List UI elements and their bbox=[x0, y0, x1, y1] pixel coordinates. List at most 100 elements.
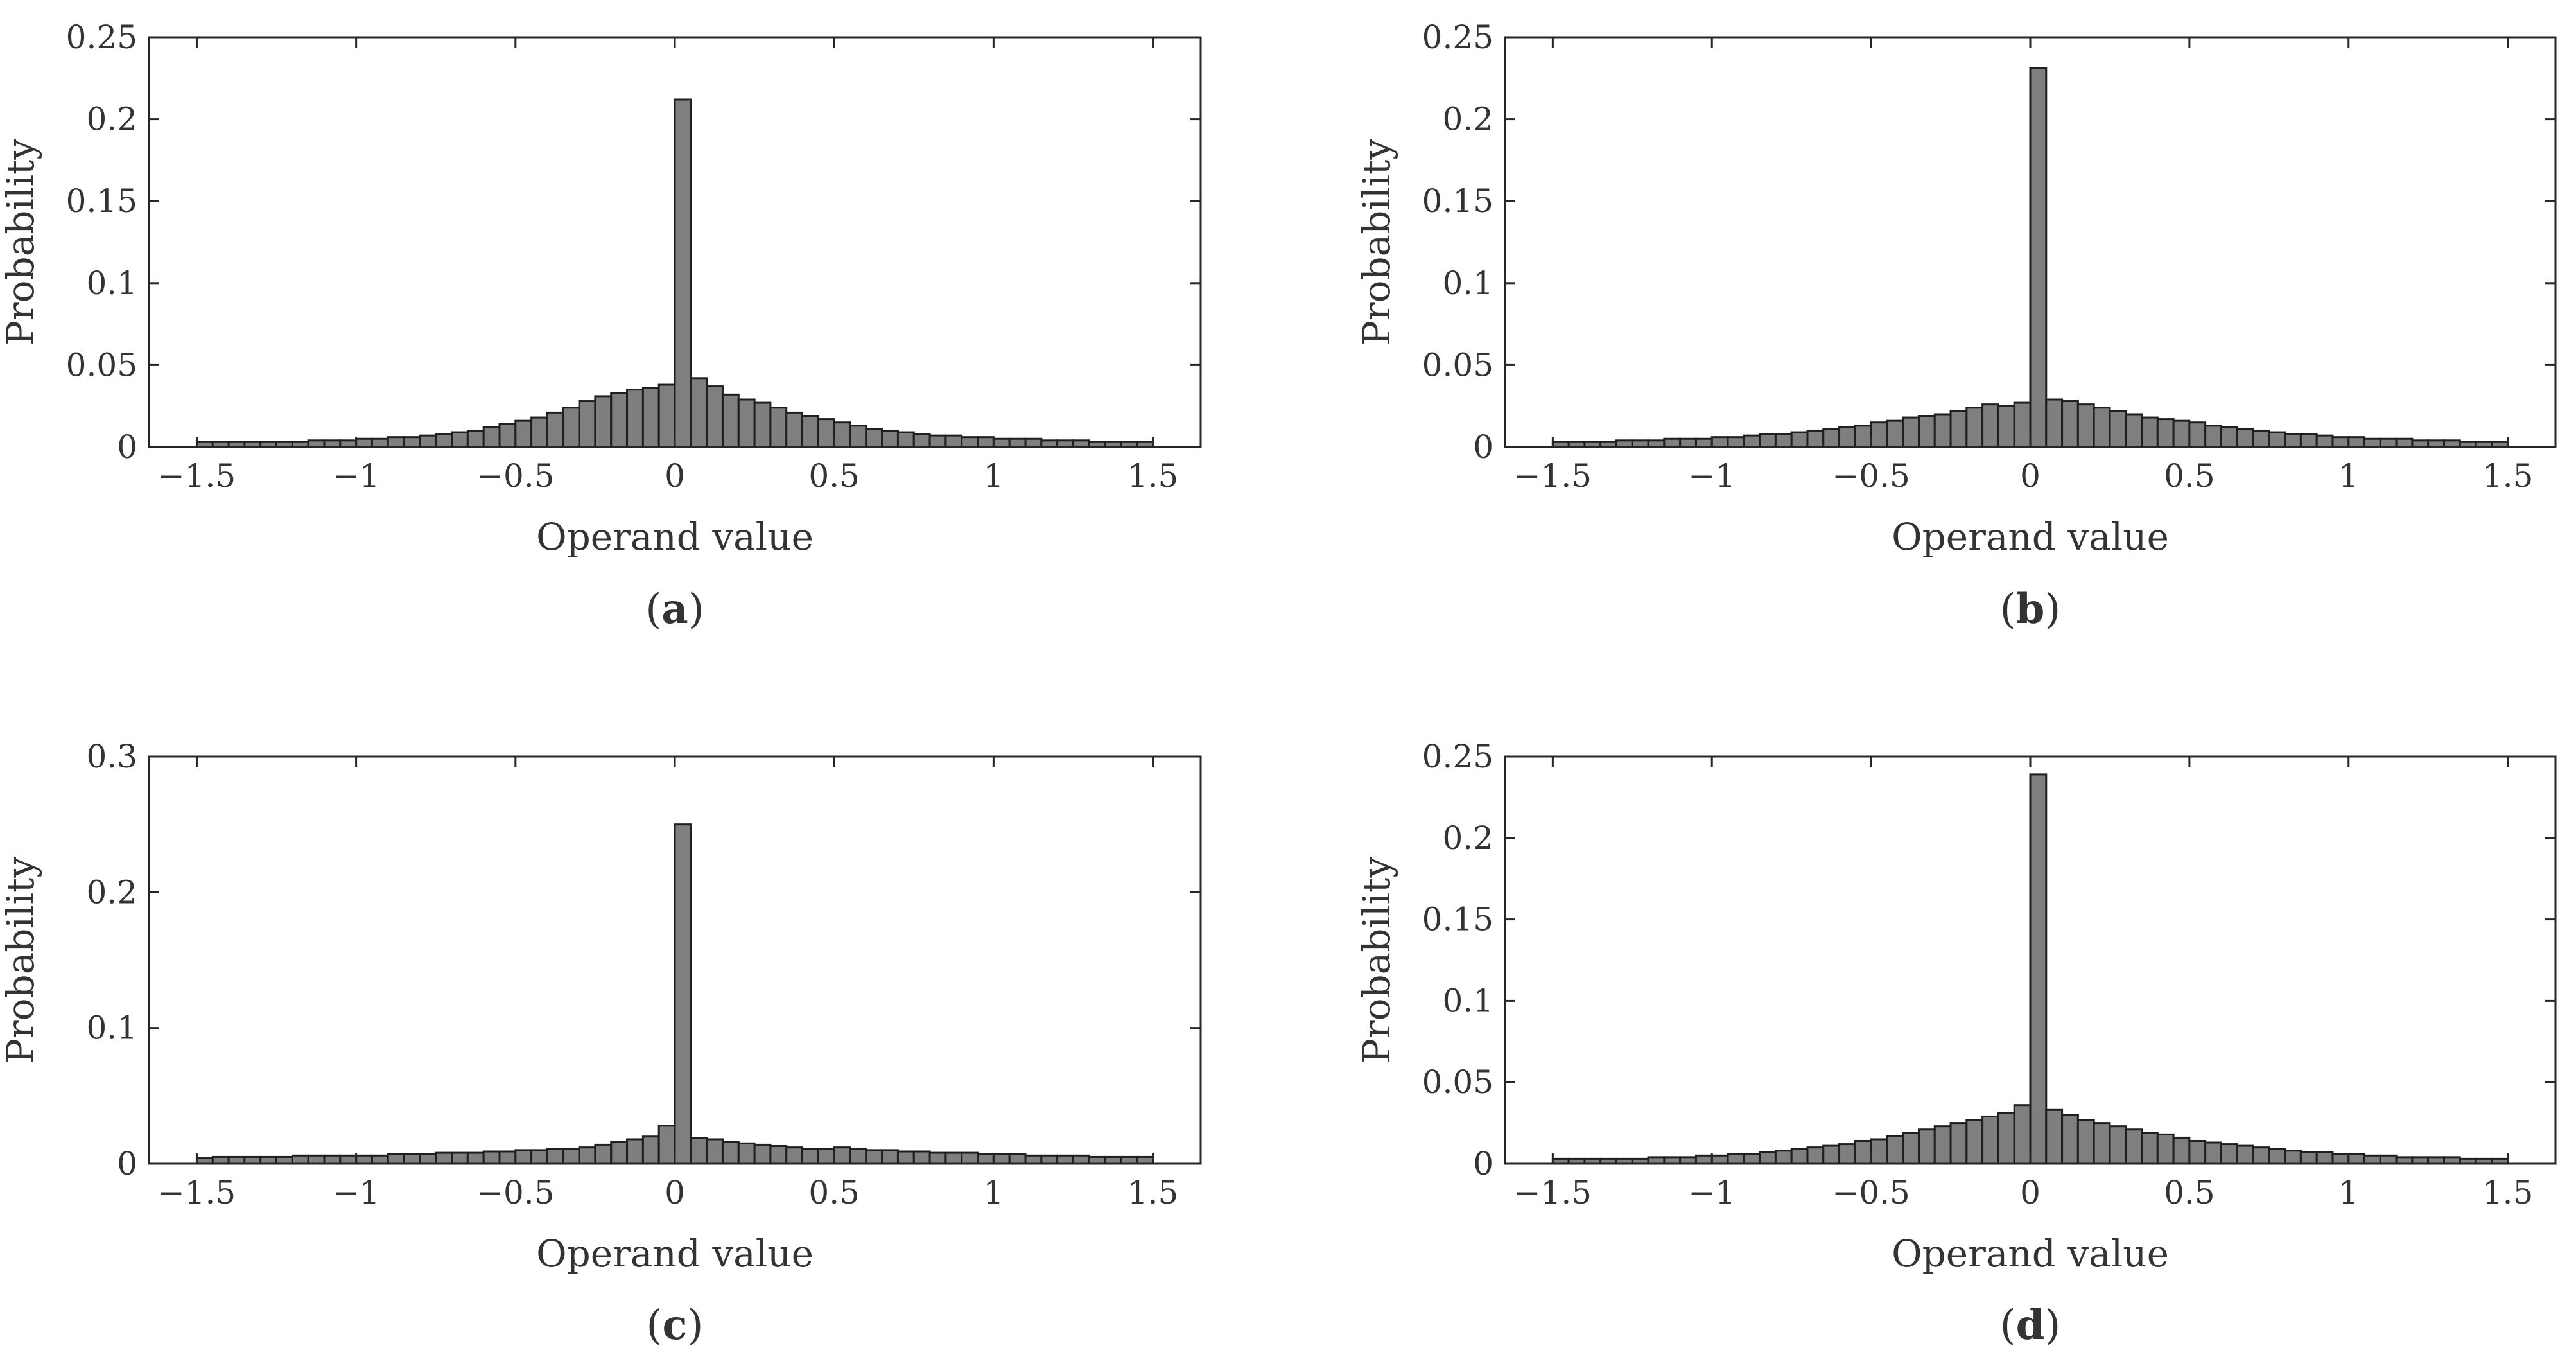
histogram-bar bbox=[530, 1149, 548, 1165]
histogram-bar bbox=[1854, 1139, 1872, 1165]
histogram-bar bbox=[1104, 1155, 1122, 1165]
histogram-bar bbox=[2442, 439, 2461, 448]
x-tick-label: 0.5 bbox=[808, 1174, 860, 1211]
histogram-bar bbox=[2156, 418, 2175, 448]
histogram-bar bbox=[1694, 437, 1713, 448]
histogram-bar bbox=[562, 407, 580, 448]
histogram-bar bbox=[657, 1125, 676, 1165]
y-tick-label: 0.15 bbox=[66, 182, 137, 220]
x-axis-label: Operand value bbox=[536, 515, 814, 559]
histogram-bar bbox=[370, 1154, 389, 1165]
histogram-bar bbox=[737, 398, 756, 448]
chart-panel-d: −1.5 −1 −0.5 0 0.5 1 1.5 0 0.05 0.1 0.15 0.2 0.25 Ope… bbox=[1355, 738, 2557, 1349]
histogram-bar bbox=[2284, 1150, 2302, 1165]
histogram-bar bbox=[1981, 1115, 1999, 1165]
histogram-bar bbox=[2029, 773, 2048, 1165]
histogram-bar bbox=[323, 439, 342, 448]
histogram-bar bbox=[2363, 437, 2381, 448]
histogram-bar bbox=[2379, 1154, 2398, 1165]
histogram-bar bbox=[451, 1151, 469, 1165]
histogram-bar bbox=[2141, 1132, 2159, 1165]
histogram-bar bbox=[881, 1149, 899, 1165]
histogram-bar bbox=[2236, 1144, 2254, 1165]
histogram-bar bbox=[2172, 1136, 2191, 1165]
histogram-bar bbox=[1008, 437, 1027, 448]
x-axis-label: Operand value bbox=[1892, 1232, 2169, 1275]
y-tick-label: 0.1 bbox=[86, 1010, 137, 1047]
histogram-bar bbox=[674, 823, 692, 1165]
y-tick-label: 0.25 bbox=[1422, 19, 1493, 56]
histogram-bar bbox=[1663, 1156, 1682, 1165]
histogram-bar bbox=[1727, 1153, 1745, 1165]
histogram-bar bbox=[2284, 433, 2302, 448]
histogram-bar bbox=[896, 1150, 915, 1165]
histogram-bar bbox=[1072, 1154, 1090, 1165]
panel-label: (b) bbox=[2000, 585, 2061, 633]
histogram-bar bbox=[2172, 419, 2191, 448]
histogram-bar bbox=[1774, 433, 1793, 448]
y-tick-label: 0.2 bbox=[1442, 101, 1493, 138]
histogram-bar bbox=[1870, 1138, 1888, 1165]
histogram-bar bbox=[865, 428, 883, 448]
histogram-bar bbox=[1759, 1151, 1777, 1165]
histogram-bar bbox=[1870, 421, 1888, 448]
histogram-bar bbox=[944, 434, 963, 448]
x-tick-label: 1.5 bbox=[2482, 1174, 2534, 1211]
histogram-bar bbox=[2411, 1156, 2430, 1165]
histogram-bar bbox=[912, 1150, 931, 1165]
y-tick-label: 0.2 bbox=[86, 101, 137, 138]
histogram-bar bbox=[1088, 1155, 1106, 1165]
y-tick-label: 0.25 bbox=[1422, 738, 1493, 775]
histogram-bar bbox=[2061, 1114, 2079, 1165]
histogram-bar bbox=[2125, 1128, 2143, 1165]
histogram-bar bbox=[865, 1149, 883, 1165]
histogram-bar bbox=[928, 1151, 947, 1165]
histogram-bar bbox=[1981, 403, 1999, 448]
histogram-bar bbox=[1774, 1150, 1793, 1165]
histogram-bar bbox=[1679, 1156, 1697, 1165]
histogram-bar bbox=[1727, 436, 1745, 448]
histogram-bar bbox=[785, 1146, 804, 1165]
histogram-bar bbox=[1886, 419, 1904, 448]
histogram-bar bbox=[578, 1146, 596, 1165]
x-tick-label: −0.5 bbox=[1832, 1174, 1910, 1211]
histogram-bar bbox=[1838, 1143, 1856, 1165]
histogram-bar bbox=[2252, 429, 2270, 448]
y-tick-label: 0.05 bbox=[1422, 1064, 1493, 1101]
histogram-bar bbox=[2347, 436, 2366, 448]
histogram-bar bbox=[1949, 1122, 1968, 1165]
histogram-bar bbox=[2093, 1122, 2111, 1165]
histogram-bar bbox=[2252, 1146, 2270, 1165]
histogram-bar bbox=[753, 401, 772, 448]
histogram-bar bbox=[1072, 439, 1090, 448]
histogram-bar bbox=[801, 415, 819, 448]
histogram-bar bbox=[323, 1154, 342, 1165]
x-tick-label: 1.5 bbox=[1127, 1174, 1179, 1211]
histogram-bar bbox=[2013, 401, 2032, 448]
histogram-bar bbox=[1710, 436, 1729, 448]
histogram-bar bbox=[482, 426, 501, 448]
y-tick-label: 0.2 bbox=[86, 873, 137, 911]
histogram-bar bbox=[657, 383, 676, 448]
histogram-bar bbox=[1790, 431, 1809, 448]
histogram-bar bbox=[1056, 439, 1074, 448]
histogram-bar bbox=[1838, 426, 1856, 448]
x-tick-label: 0 bbox=[2020, 1174, 2041, 1211]
histogram-bar bbox=[2109, 410, 2127, 448]
histogram-bar bbox=[387, 436, 405, 448]
x-tick-label: −1 bbox=[1688, 1174, 1736, 1211]
histogram-bar bbox=[817, 1148, 835, 1165]
histogram-bar bbox=[387, 1153, 405, 1165]
histogram-bar bbox=[610, 392, 629, 448]
y-tick-label: 0 bbox=[117, 428, 137, 466]
histogram-bar bbox=[961, 1151, 979, 1165]
histogram-bar bbox=[2315, 1151, 2334, 1165]
y-tick-label: 0.15 bbox=[1422, 901, 1493, 938]
histogram-bar bbox=[1647, 439, 1666, 448]
histogram-bar bbox=[307, 1154, 326, 1165]
histogram-bar bbox=[881, 429, 899, 448]
histogram-bar bbox=[833, 421, 851, 448]
x-tick-label: 1.5 bbox=[2482, 457, 2534, 495]
x-tick-label: −1.5 bbox=[158, 1174, 236, 1211]
